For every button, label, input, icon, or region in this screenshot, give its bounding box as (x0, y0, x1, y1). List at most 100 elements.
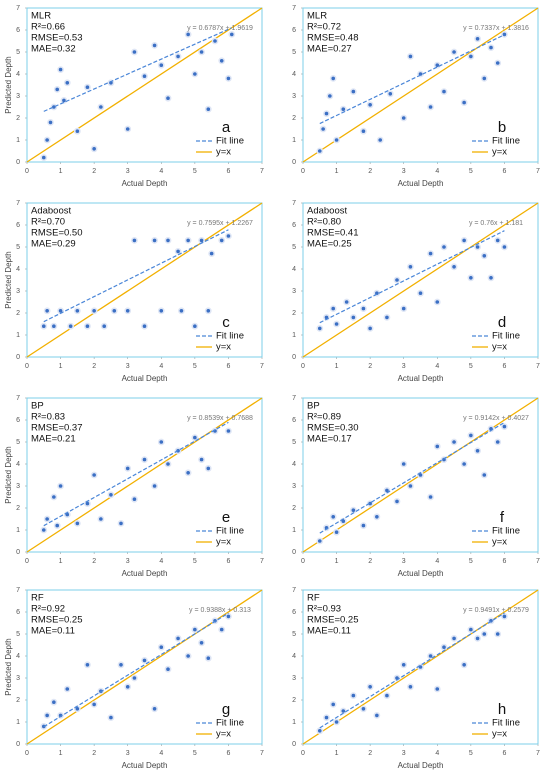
plot-frame (302, 397, 539, 553)
y-tick-label: 1 (16, 719, 20, 726)
data-point (43, 307, 51, 315)
legend-label: Fit line (492, 136, 520, 147)
x-tick-label: 2 (368, 363, 372, 370)
x-axis-label: Actual Depth (398, 761, 444, 770)
y-tick-label: 3 (292, 675, 296, 682)
plot-frame (302, 202, 539, 358)
data-point (184, 31, 192, 38)
data-point (191, 322, 199, 330)
data-point (198, 639, 205, 647)
y-tick-label: 3 (292, 93, 296, 100)
data-point (360, 522, 367, 529)
data-point (480, 252, 488, 260)
identity-line (26, 589, 263, 745)
x-tick-label: 1 (59, 363, 63, 370)
x-tick-label: 3 (126, 168, 130, 175)
x-tick-label: 0 (25, 168, 29, 175)
data-point (400, 114, 408, 122)
data-point (191, 70, 199, 78)
x-tick-label: 6 (226, 168, 230, 175)
data-point (467, 53, 475, 60)
x-tick-label: 6 (226, 750, 230, 757)
y-tick-label: 6 (292, 609, 296, 616)
metric: R²=0.70 (31, 217, 65, 228)
data-point (198, 456, 205, 463)
data-point (191, 434, 199, 441)
data-point (151, 237, 158, 244)
data-point (407, 263, 414, 271)
data-point (329, 701, 337, 708)
data-point (40, 154, 48, 161)
data-point (184, 237, 192, 244)
data-point (178, 307, 185, 315)
data-point (433, 443, 441, 450)
x-tick-label: 7 (260, 168, 264, 175)
y-tick-label: 0 (292, 549, 296, 556)
data-point (343, 298, 351, 306)
y-tick-label: 0 (16, 159, 20, 166)
data-point (393, 276, 401, 284)
data-point (460, 460, 468, 468)
y-tick-label: 4 (292, 653, 296, 660)
data-point (117, 519, 125, 527)
y-tick-label: 4 (292, 266, 296, 273)
data-point (323, 110, 330, 117)
y-tick-label: 0 (16, 354, 20, 361)
fit-line (319, 612, 505, 729)
data-point (184, 652, 192, 660)
x-axis-label: Actual Depth (398, 569, 444, 578)
data-point (433, 298, 441, 306)
data-point (204, 465, 212, 472)
x-axis-label: Actual Depth (122, 569, 168, 578)
data-point (191, 626, 199, 633)
y-tick-label: 7 (16, 587, 20, 594)
data-point (97, 515, 105, 523)
fit-equation: y = 0.6787x + 1.9619 (187, 25, 253, 32)
data-point (329, 513, 337, 521)
x-tick-label: 3 (126, 750, 130, 757)
x-tick-label: 6 (502, 750, 506, 757)
fit-line (43, 27, 233, 112)
data-point (376, 136, 384, 144)
y-tick-label: 4 (16, 71, 20, 78)
data-point (326, 92, 334, 100)
model-name: BP (31, 401, 44, 412)
data-point (316, 727, 324, 735)
legend-label: y=x (216, 729, 231, 740)
x-tick-label: 0 (301, 363, 305, 370)
y-tick-label: 2 (292, 505, 296, 512)
metric: R²=0.66 (31, 22, 65, 33)
y-tick-label: 5 (16, 244, 20, 251)
x-tick-label: 2 (92, 363, 96, 370)
x-tick-label: 1 (335, 168, 339, 175)
data-point (400, 460, 408, 468)
identity-line (302, 7, 539, 163)
plot-frame (26, 7, 263, 163)
data-point (349, 314, 357, 321)
fit-equation: y = 0.7595x + 1.2267 (187, 220, 253, 227)
y-tick-label: 1 (292, 332, 296, 339)
data-point (141, 72, 148, 80)
x-tick-label: 4 (159, 363, 163, 370)
panel-letter: d (498, 314, 506, 331)
data-point (333, 320, 340, 328)
model-name: RF (307, 593, 320, 604)
data-point (141, 657, 148, 664)
data-point (474, 447, 481, 455)
data-point (433, 61, 441, 69)
data-point (43, 515, 51, 523)
data-point (157, 438, 165, 446)
metric: RMSE=0.37 (31, 423, 83, 434)
data-point (151, 42, 158, 49)
data-point (124, 683, 132, 691)
x-tick-label: 4 (159, 750, 163, 757)
x-axis-label: Actual Depth (398, 179, 444, 188)
panel: 0 1 2 3 4 5 6 7 0 1 2 3 4 5 6 7 Actual Depth Predicted De… (4, 5, 264, 188)
data-point (218, 626, 226, 633)
data-point (366, 324, 374, 332)
data-point (107, 714, 115, 721)
data-point (84, 83, 91, 91)
y-tick-label: 7 (16, 395, 20, 402)
data-point (329, 75, 337, 82)
x-tick-label: 4 (159, 558, 163, 565)
